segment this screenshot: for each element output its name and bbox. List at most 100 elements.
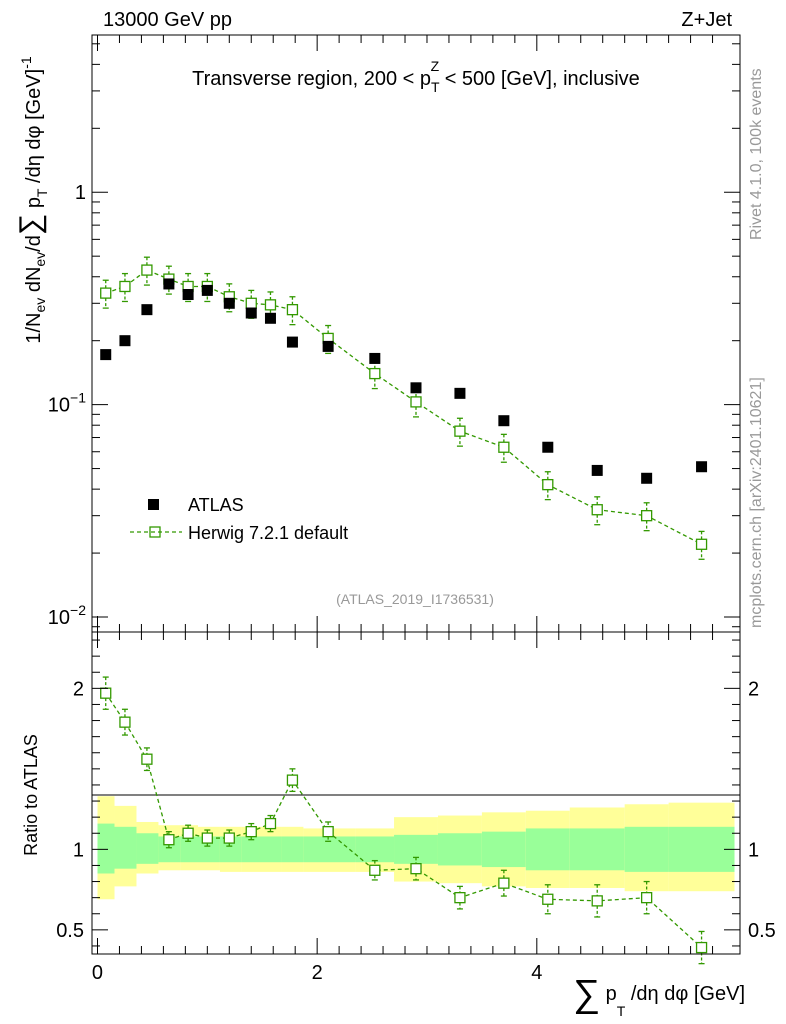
ratio-point xyxy=(223,832,235,844)
ratio-point xyxy=(410,863,422,875)
ratio-ytick-label: 0.5 xyxy=(56,920,84,942)
mc-point xyxy=(245,297,257,309)
data-point xyxy=(454,387,466,399)
data-point xyxy=(119,335,131,347)
ratio-point xyxy=(245,825,257,838)
ratio-point xyxy=(498,877,510,889)
ratio-uncertainty-bands xyxy=(97,796,735,900)
ratio-point xyxy=(454,892,466,904)
x-tick-label: 2 xyxy=(312,962,323,984)
x-axis-label: ∑ pT /dη dφ [GeV] xyxy=(573,973,745,1019)
band-inner xyxy=(525,828,570,871)
main-ytick-label: 10−1 xyxy=(48,390,86,417)
data-point xyxy=(141,304,153,316)
legend-atlas-marker xyxy=(148,499,159,510)
mc-point xyxy=(369,367,381,380)
band-inner xyxy=(97,823,115,874)
mc-point xyxy=(695,538,708,550)
ratio-point xyxy=(640,892,653,904)
mc-point xyxy=(119,280,131,293)
ratio-point xyxy=(542,893,554,905)
legend-atlas-label: ATLAS xyxy=(188,495,244,515)
data-point xyxy=(641,472,653,484)
ratio-ylabel: Ratio to ATLAS xyxy=(21,734,41,856)
band-inner xyxy=(437,833,482,866)
mcplots-label: mcplots.cern.ch [arXiv:2401.10621] xyxy=(748,377,765,628)
x-tick-label: 4 xyxy=(531,962,542,984)
header-right: Z+Jet xyxy=(681,9,732,31)
ratio-point xyxy=(201,832,213,844)
band-inner xyxy=(668,826,735,872)
main-ytick-label: 1 xyxy=(75,182,86,204)
ratio-point xyxy=(100,687,112,699)
mc-point xyxy=(264,299,277,311)
data-point xyxy=(223,297,235,309)
band-inner xyxy=(481,831,526,868)
band-inner xyxy=(241,836,260,863)
data-series xyxy=(100,278,708,484)
ratio-point xyxy=(591,895,603,907)
mc-point xyxy=(591,504,603,516)
ratio-point xyxy=(141,753,153,765)
ratio-point xyxy=(369,864,381,876)
band-inner xyxy=(624,826,669,872)
data-point xyxy=(322,340,334,352)
legend-mc-marker xyxy=(149,526,161,538)
data-point xyxy=(264,312,276,324)
ratio-ytick-label-right: 0.5 xyxy=(748,920,776,942)
main-title: Transverse region, 200 < pTZ < 500 [GeV]… xyxy=(192,58,640,95)
band-inner xyxy=(281,836,304,863)
main-ytick-label: 10−2 xyxy=(48,602,86,629)
data-point xyxy=(201,284,213,296)
main-plot: 1 10−1 10−2 xyxy=(48,34,741,633)
ratio-ytick-label: 2 xyxy=(73,678,84,700)
main-ticks: 1 10−1 10−2 xyxy=(48,35,740,632)
ratio-plot-frame xyxy=(91,631,741,955)
mc-point xyxy=(100,287,112,299)
mc-point xyxy=(542,478,554,491)
data-point xyxy=(182,289,194,301)
x-tick-label: 0 xyxy=(92,962,103,984)
legend: ATLAS Herwig 7.2.1 default xyxy=(130,495,348,543)
ratio-ytick-label-right: 2 xyxy=(748,678,759,700)
data-point xyxy=(410,382,422,394)
band-inner xyxy=(303,836,356,863)
rivet-label: Rivet 4.1.0, 100k events xyxy=(748,68,765,240)
mc-point xyxy=(286,304,299,316)
ratio-series xyxy=(100,676,708,965)
mc-point xyxy=(498,441,510,453)
header-left: 13000 GeV pp xyxy=(103,9,232,31)
ratio-ytick-label-right: 1 xyxy=(748,839,759,861)
data-point xyxy=(542,441,554,453)
ratio-point xyxy=(264,817,277,830)
data-point xyxy=(100,349,112,361)
mc-point xyxy=(410,396,422,408)
data-point xyxy=(498,415,510,427)
data-point xyxy=(163,278,175,290)
data-point xyxy=(591,464,603,476)
ratio-ytick-label: 1 xyxy=(73,839,84,861)
band-inner xyxy=(136,833,159,864)
ratio-point xyxy=(163,834,175,846)
mc-point xyxy=(454,425,466,437)
ratio-point xyxy=(119,716,131,728)
data-point xyxy=(369,352,381,364)
data-point xyxy=(286,336,298,348)
ratio-plot: 0.5 0.5 1 1 2 2 0 2 4 xyxy=(56,631,776,984)
band-inner xyxy=(180,836,198,863)
mc-point xyxy=(141,264,153,276)
ratio-point xyxy=(322,825,334,838)
ratio-ticks: 0.5 0.5 1 1 2 2 0 2 4 xyxy=(56,632,776,984)
data-point xyxy=(696,461,708,473)
band-inner xyxy=(355,836,395,863)
legend-mc-label: Herwig 7.2.1 default xyxy=(188,523,348,543)
mc-point xyxy=(640,510,653,522)
band-inner xyxy=(114,826,137,869)
band-inner xyxy=(259,836,282,863)
ratio-point xyxy=(182,827,194,839)
ratio-point xyxy=(695,941,708,954)
analysis-id: (ATLAS_2019_I1736531) xyxy=(336,591,494,607)
ratio-point xyxy=(286,774,299,786)
main-ylabel: 1/Nev dNev/d∑ pT /dη dφ [GeV]-1 xyxy=(14,56,50,344)
